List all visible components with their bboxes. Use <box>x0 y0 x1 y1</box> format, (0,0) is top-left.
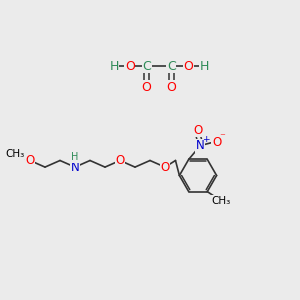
Text: O: O <box>212 136 221 149</box>
Text: H: H <box>71 152 79 163</box>
Text: CH₃: CH₃ <box>212 196 231 206</box>
Text: O: O <box>160 160 169 174</box>
Text: O: O <box>116 154 124 167</box>
Text: C: C <box>167 59 176 73</box>
Text: O: O <box>125 59 135 73</box>
Text: CH₃: CH₃ <box>5 149 25 159</box>
Text: N: N <box>196 140 205 152</box>
Text: O: O <box>167 81 176 94</box>
Text: O: O <box>26 154 34 167</box>
Text: O: O <box>142 81 152 94</box>
Text: N: N <box>70 160 80 174</box>
Text: O: O <box>183 59 193 73</box>
Text: H: H <box>109 59 119 73</box>
Text: O: O <box>193 124 202 137</box>
Text: C: C <box>142 59 151 73</box>
Text: H: H <box>199 59 209 73</box>
Text: +: + <box>202 135 209 144</box>
Text: ⁻: ⁻ <box>220 133 226 142</box>
